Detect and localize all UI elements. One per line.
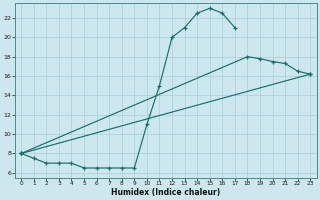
X-axis label: Humidex (Indice chaleur): Humidex (Indice chaleur) — [111, 188, 220, 197]
